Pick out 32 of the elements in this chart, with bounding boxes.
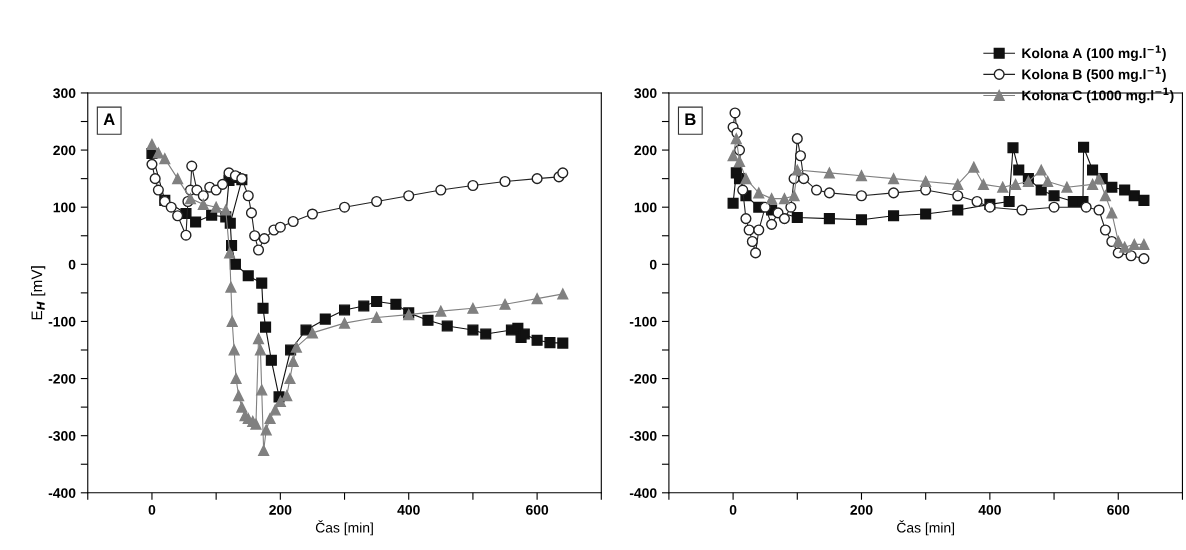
y-tick-label: 300: [634, 88, 657, 99]
y-tick-label: -200: [48, 373, 76, 384]
y-tick-label: 200: [634, 145, 657, 156]
x-tick-label: 0: [148, 504, 156, 515]
y-tick-label: 0: [649, 259, 657, 270]
x-tick-label: 600: [526, 504, 549, 515]
y-tick-label: 200: [53, 145, 76, 156]
y-axis-title: E$_{H}$ [mV]: [31, 266, 46, 320]
x-tick-label: 400: [978, 504, 1001, 515]
annotation: B: [685, 113, 696, 126]
y-tick-label: -200: [629, 373, 657, 384]
annotation: A: [103, 113, 115, 126]
y-tick-label: -400: [48, 488, 76, 498]
x-tick-label: 200: [269, 504, 292, 515]
y-tick-label: 0: [68, 259, 76, 270]
y-tick-label: -300: [629, 431, 657, 441]
y-tick-label: -100: [48, 316, 76, 327]
legend-label: Kolona B (500 mg.l$^{−1}$): [1022, 66, 1166, 83]
x-axis-title: Čas [min]: [315, 520, 373, 536]
x-tick-label: 200: [850, 504, 873, 515]
x-axis-title: Čas [min]: [897, 520, 955, 536]
legend-label: Kolona A (100 mg.l$^{−1}$): [1022, 45, 1166, 61]
y-tick-label: -300: [48, 431, 76, 441]
y-tick-label: 100: [634, 202, 657, 213]
x-tick-label: 400: [397, 504, 420, 515]
x-tick-label: 600: [1107, 504, 1130, 515]
y-tick-label: -100: [629, 316, 657, 327]
y-tick-label: -400: [629, 488, 657, 498]
y-tick-label: 100: [53, 202, 76, 213]
y-tick-label: 300: [53, 88, 76, 99]
x-tick-label: 0: [729, 504, 737, 515]
legend-label: Kolona C (1000 mg.l$^{−1}$): [1022, 87, 1174, 104]
